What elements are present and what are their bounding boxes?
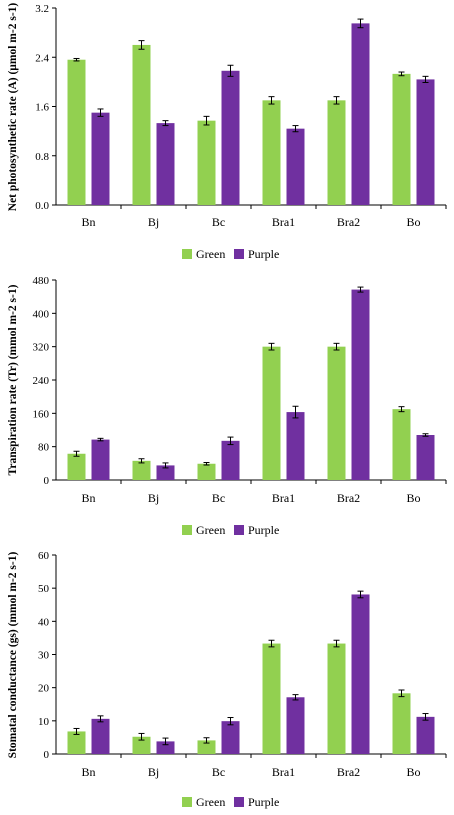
legend-swatch-purple — [234, 249, 244, 259]
legend-label-purple: Purple — [248, 795, 279, 809]
bar-purple-bra2 — [351, 594, 370, 754]
chart-panel-3: 0 10 20 30 40 50 60 Stomatal conductance (gs) (… — [7, 550, 447, 809]
bar-green-bc — [197, 740, 216, 754]
y-tick-label: 320 — [33, 342, 50, 354]
bar-purple-bc — [221, 440, 240, 480]
y-tick-label: 0.8 — [35, 151, 49, 163]
chart-panel-1: 0.0 0.8 1.6 2.4 3.2 Net photosynthetic rate (… — [7, 3, 447, 261]
legend-label-purple: Purple — [248, 247, 279, 261]
bar-green-bc — [197, 120, 216, 205]
bar-purple-bn — [91, 439, 110, 480]
bar-purple-bra1 — [286, 412, 305, 480]
bar-green-bo — [392, 693, 411, 754]
x-category-label: Bj — [148, 215, 159, 229]
y-tick-label: 0 — [44, 749, 50, 761]
x-category-label: Bj — [148, 491, 159, 505]
y-tick-label: 2.4 — [35, 52, 49, 64]
x-category-label: Bo — [406, 491, 420, 505]
y-tick-label: 80 — [38, 442, 50, 454]
legend-swatch-green — [182, 249, 192, 259]
x-category-label: Bra2 — [337, 215, 360, 229]
bar-purple-bo — [416, 716, 435, 754]
legend-label-green: Green — [196, 795, 225, 809]
bar-green-bo — [392, 73, 411, 205]
bar-purple-bn — [91, 112, 110, 205]
bar-purple-bj — [156, 465, 175, 480]
x-category-label: Bj — [148, 765, 159, 779]
y-tick-label: 480 — [33, 275, 50, 287]
legend-label-green: Green — [196, 247, 225, 261]
y-tick-label: 60 — [38, 550, 50, 562]
legend-swatch-green — [182, 797, 192, 807]
y-tick-label: 3.2 — [35, 3, 49, 15]
bar-purple-bn — [91, 718, 110, 754]
x-category-label: Bn — [81, 765, 95, 779]
bar-purple-bra2 — [351, 289, 370, 480]
bar-green-bra1 — [262, 643, 281, 754]
bar-green-bj — [132, 736, 151, 754]
bar-purple-bo — [416, 435, 435, 480]
legend-label-purple: Purple — [248, 523, 279, 537]
bar-green-bra2 — [327, 100, 346, 205]
y-tick-label: 30 — [38, 650, 50, 662]
x-category-label: Bo — [406, 215, 420, 229]
y-tick-label: 400 — [33, 308, 50, 320]
legend-swatch-purple — [234, 797, 244, 807]
y-tick-label: 1.6 — [35, 102, 49, 114]
x-category-label: Bn — [81, 491, 95, 505]
chart-panel-2: 0 80 160 240 320 400 480 Transpiration rate (Tr… — [7, 275, 447, 537]
y-tick-label: 0.0 — [35, 200, 49, 212]
x-category-label: Bc — [212, 215, 225, 229]
x-category-label: Bra1 — [272, 215, 295, 229]
bar-purple-bra2 — [351, 23, 370, 205]
x-category-label: Bo — [406, 765, 420, 779]
y-tick-label: 160 — [33, 408, 50, 420]
x-category-label: Bc — [212, 491, 225, 505]
x-category-label: Bra2 — [337, 765, 360, 779]
y-tick-label: 40 — [38, 616, 50, 628]
bar-purple-bc — [221, 721, 240, 754]
bar-purple-bra1 — [286, 697, 305, 754]
bar-green-bn — [67, 453, 86, 480]
y-axis-label: Stomatal conductance (gs) (mmol m-2 s-1) — [7, 552, 19, 759]
bar-purple-bc — [221, 70, 240, 205]
bar-purple-bra1 — [286, 128, 305, 205]
bar-purple-bj — [156, 741, 175, 754]
bar-green-bra2 — [327, 643, 346, 754]
y-tick-label: 240 — [33, 375, 50, 387]
bar-green-bra1 — [262, 100, 281, 205]
bar-green-bj — [132, 44, 151, 205]
bar-green-bra1 — [262, 346, 281, 480]
legend-swatch-green — [182, 525, 192, 535]
bar-green-bn — [67, 731, 86, 754]
y-tick-label: 50 — [38, 583, 50, 595]
x-category-label: Bra1 — [272, 765, 295, 779]
y-axis-label: Transpiration rate (Tr) (mmol m-2 s-1) — [7, 284, 19, 475]
legend-label-green: Green — [196, 523, 225, 537]
x-category-label: Bn — [81, 215, 95, 229]
x-category-label: Bra2 — [337, 491, 360, 505]
y-tick-label: 10 — [38, 716, 50, 728]
legend-swatch-purple — [234, 525, 244, 535]
bar-green-bj — [132, 460, 151, 480]
x-category-label: Bc — [212, 765, 225, 779]
bar-purple-bo — [416, 79, 435, 205]
bar-purple-bj — [156, 123, 175, 205]
y-axis-label: Net photosynthetic rate (A) (µmol m-2 s-… — [7, 3, 19, 212]
bar-green-bc — [197, 463, 216, 480]
y-tick-label: 0 — [44, 475, 50, 487]
x-category-label: Bra1 — [272, 491, 295, 505]
bar-green-bo — [392, 409, 411, 480]
bar-green-bn — [67, 59, 86, 206]
bar-green-bra2 — [327, 346, 346, 480]
y-tick-label: 20 — [38, 683, 50, 695]
